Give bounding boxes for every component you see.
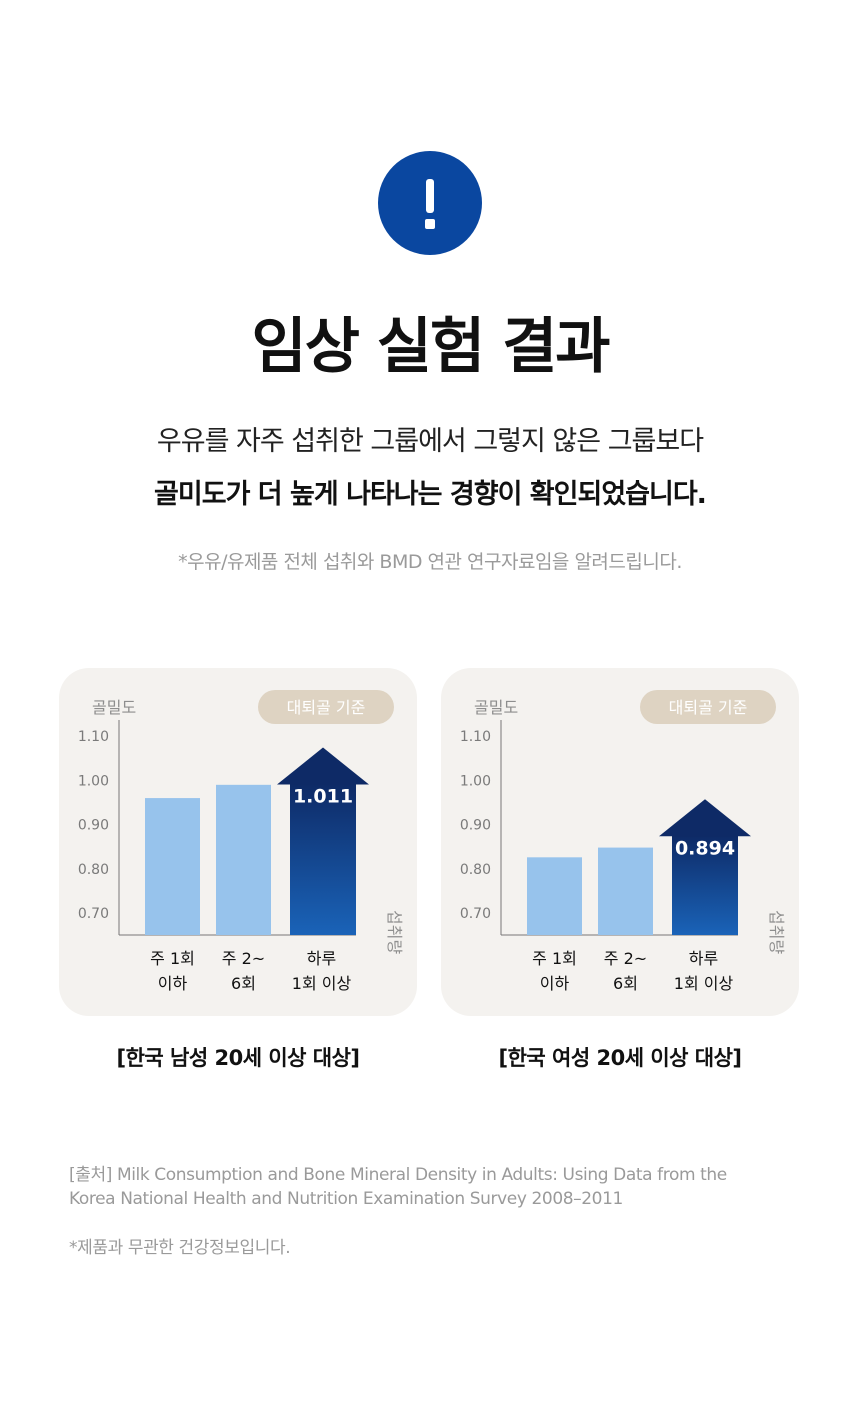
research-note: *우유/유제품 전체 섭취와 BMD 연관 연구자료임을 알려드립니다. bbox=[178, 551, 682, 573]
y-tick-label: 1.00 bbox=[460, 773, 491, 789]
x-axis-label: 섭취량 bbox=[767, 910, 786, 954]
bar-value-label: 0.894 bbox=[675, 837, 735, 859]
x-tick-label: 주 2~ 6회 bbox=[222, 949, 265, 993]
chart-card-female: 골밀도 대퇴골 기준 1.10 1.00 0.90 0.80 0.70 0.894 주 1회 이하… bbox=[441, 668, 799, 1016]
reference-badge-label: 대퇴골 기준 bbox=[287, 698, 366, 717]
y-axis-label: 골밀도 bbox=[92, 698, 136, 717]
source-citation: [출처] Milk Consumption and Bone Mineral D… bbox=[69, 1163, 789, 1211]
x-tick-label: 주 2~ 6회 bbox=[604, 949, 647, 993]
y-tick-label: 0.90 bbox=[78, 818, 109, 834]
description-line-2: 골미도가 더 높게 나타나는 경향이 확인되었습니다. bbox=[154, 479, 707, 510]
bar-arrow-head bbox=[277, 747, 369, 785]
reference-badge bbox=[258, 690, 394, 724]
x-tick-label: 하루 1회 이상 bbox=[674, 949, 734, 993]
reference-badge-label: 대퇴골 기준 bbox=[669, 698, 748, 717]
bar-arrow-head bbox=[659, 799, 751, 837]
description-line-1: 우유를 자주 섭취한 그룹에서 그렇지 않은 그룹보다 bbox=[156, 426, 704, 457]
y-tick-label: 1.10 bbox=[78, 729, 109, 745]
x-axis-label: 섭취량 bbox=[385, 910, 404, 954]
page-title: 임상 실험 결과 bbox=[251, 312, 611, 382]
bar bbox=[527, 857, 582, 935]
disclaimer: *제품과 무관한 건강정보입니다. bbox=[69, 1238, 291, 1258]
y-tick-label: 0.90 bbox=[460, 818, 491, 834]
bar bbox=[145, 798, 200, 935]
bar-highlight bbox=[672, 835, 738, 935]
y-tick-label: 0.80 bbox=[78, 862, 109, 878]
chart-caption-male: [한국 남성 20세 이상 대상] bbox=[116, 1046, 360, 1070]
bar-highlight bbox=[290, 783, 356, 935]
bar-value-label: 1.011 bbox=[293, 786, 353, 808]
y-tick-label: 0.70 bbox=[78, 906, 109, 922]
chart-caption-female: [한국 여성 20세 이상 대상] bbox=[498, 1046, 742, 1070]
bar-chart-male: 골밀도 대퇴골 기준 1.10 1.00 0.90 0.80 0.70 1.011 주 1회 이하… bbox=[78, 690, 404, 993]
bar bbox=[598, 847, 653, 935]
exclamation-icon bbox=[378, 151, 482, 255]
x-tick-label: 주 1회 이하 bbox=[150, 949, 195, 993]
y-tick-label: 1.00 bbox=[78, 773, 109, 789]
y-axis-label: 골밀도 bbox=[474, 698, 518, 717]
bar bbox=[216, 784, 271, 935]
reference-badge bbox=[640, 690, 776, 724]
y-tick-label: 0.80 bbox=[460, 862, 491, 878]
source-line-2: Korea National Health and Nutrition Exam… bbox=[69, 1189, 623, 1209]
x-tick-label: 주 1회 이하 bbox=[532, 949, 577, 993]
chart-card-male: 골밀도 대퇴골 기준 1.10 1.00 0.90 0.80 0.70 1.011 주 1회 이하… bbox=[59, 668, 417, 1016]
y-tick-label: 1.10 bbox=[460, 729, 491, 745]
y-tick-label: 0.70 bbox=[460, 906, 491, 922]
source-line-1: [출처] Milk Consumption and Bone Mineral D… bbox=[69, 1165, 727, 1185]
x-tick-label: 하루 1회 이상 bbox=[292, 949, 352, 993]
bar-chart-female: 골밀도 대퇴골 기준 1.10 1.00 0.90 0.80 0.70 0.894 주 1회 이하… bbox=[460, 690, 786, 993]
